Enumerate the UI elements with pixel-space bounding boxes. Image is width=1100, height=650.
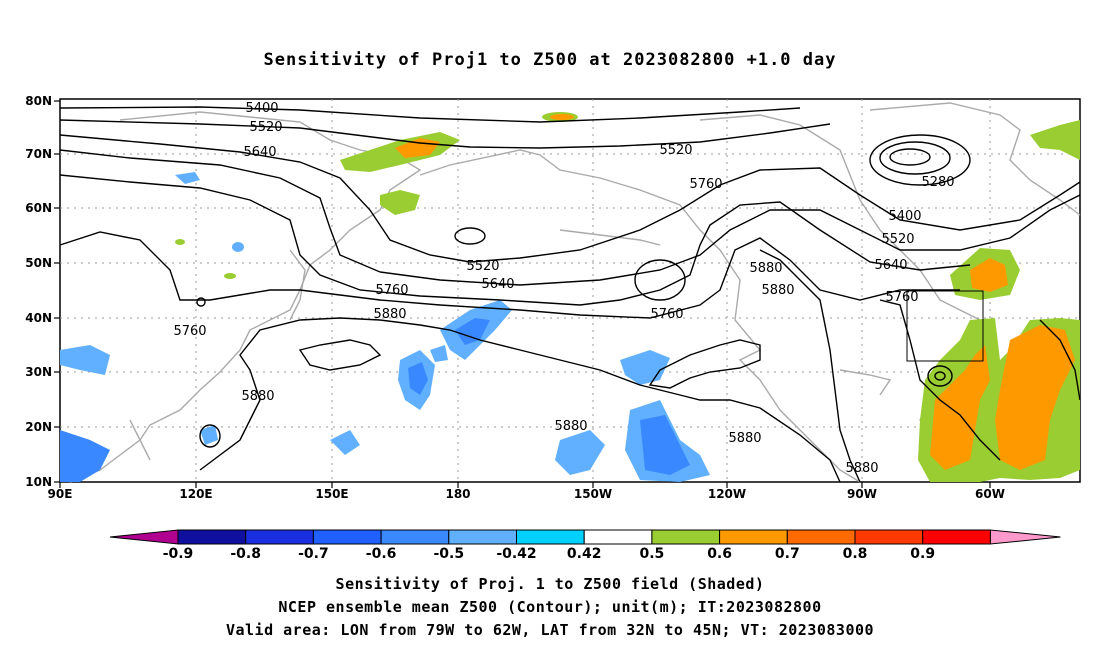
contour-label: 5400 <box>245 101 278 116</box>
contour-label: 5400 <box>888 209 921 224</box>
negative-shading <box>60 172 710 482</box>
caption-shaded: Sensitivity of Proj. 1 to Z500 field (Sh… <box>335 575 765 593</box>
lon-label: 90E <box>48 487 73 501</box>
sensitivity-map: 5400 5520 5640 5520 5760 5280 5400 5520 5640 5760… <box>25 94 1081 501</box>
lat-label: 30N <box>25 365 52 379</box>
contour-label: 5760 <box>173 324 206 339</box>
contour-label: 5880 <box>241 389 274 404</box>
longitude-labels: 90E 120E 150E 180 150W 120W 90W 60W <box>48 482 1005 501</box>
lat-label: 40N <box>25 311 52 325</box>
contour-label: 5760 <box>885 290 918 305</box>
contour-label: 5520 <box>881 232 914 247</box>
caption-contour: NCEP ensemble mean Z500 (Contour); unit(… <box>278 598 822 616</box>
contour-label: 5760 <box>650 307 683 322</box>
contour-labels: 5400 5520 5640 5520 5760 5280 5400 5520 5640 5760… <box>173 101 954 476</box>
contour-label: 5280 <box>921 175 954 190</box>
caption-valid-area: Valid area: LON from 79W to 62W, LAT fro… <box>225 621 875 639</box>
contour-label: 5520 <box>659 143 692 158</box>
lat-label: 10N <box>25 475 52 489</box>
contour-label: 5880 <box>845 461 878 476</box>
contour-label: 5760 <box>375 283 408 298</box>
lon-label: 120W <box>708 487 746 501</box>
map-title: Sensitivity of Proj1 to Z500 at 20230828… <box>263 50 837 70</box>
lon-label: 60W <box>975 487 1005 501</box>
contour-label: 5520 <box>466 259 499 274</box>
positive-shading <box>175 112 1080 482</box>
lat-label: 60N <box>25 201 52 215</box>
contour-label: 5640 <box>481 277 514 292</box>
lon-label: 90W <box>847 487 877 501</box>
lon-label: 150W <box>574 487 612 501</box>
contour-label: 5520 <box>249 120 282 135</box>
lat-label: 50N <box>25 256 52 270</box>
contour-label: 5880 <box>373 307 406 322</box>
lon-label: 150E <box>315 487 348 501</box>
latitude-labels: 80N 70N 60N 50N 40N 30N 20N 10N <box>25 94 60 489</box>
contour-label: 5880 <box>749 261 782 276</box>
lat-label: 20N <box>25 420 52 434</box>
contour-label: 5760 <box>689 177 722 192</box>
z500-contours <box>59 106 1081 483</box>
contour-label: 5880 <box>554 419 587 434</box>
contour-label: 5640 <box>874 258 907 273</box>
valid-area-box <box>906 290 984 362</box>
contour-label: 5880 <box>761 283 794 298</box>
contour-label: 5640 <box>243 145 276 160</box>
lat-label: 80N <box>25 94 52 108</box>
lat-label: 70N <box>25 147 52 161</box>
contour-label: 5880 <box>728 431 761 446</box>
lon-label: 120E <box>179 487 212 501</box>
lon-label: 180 <box>445 487 470 501</box>
